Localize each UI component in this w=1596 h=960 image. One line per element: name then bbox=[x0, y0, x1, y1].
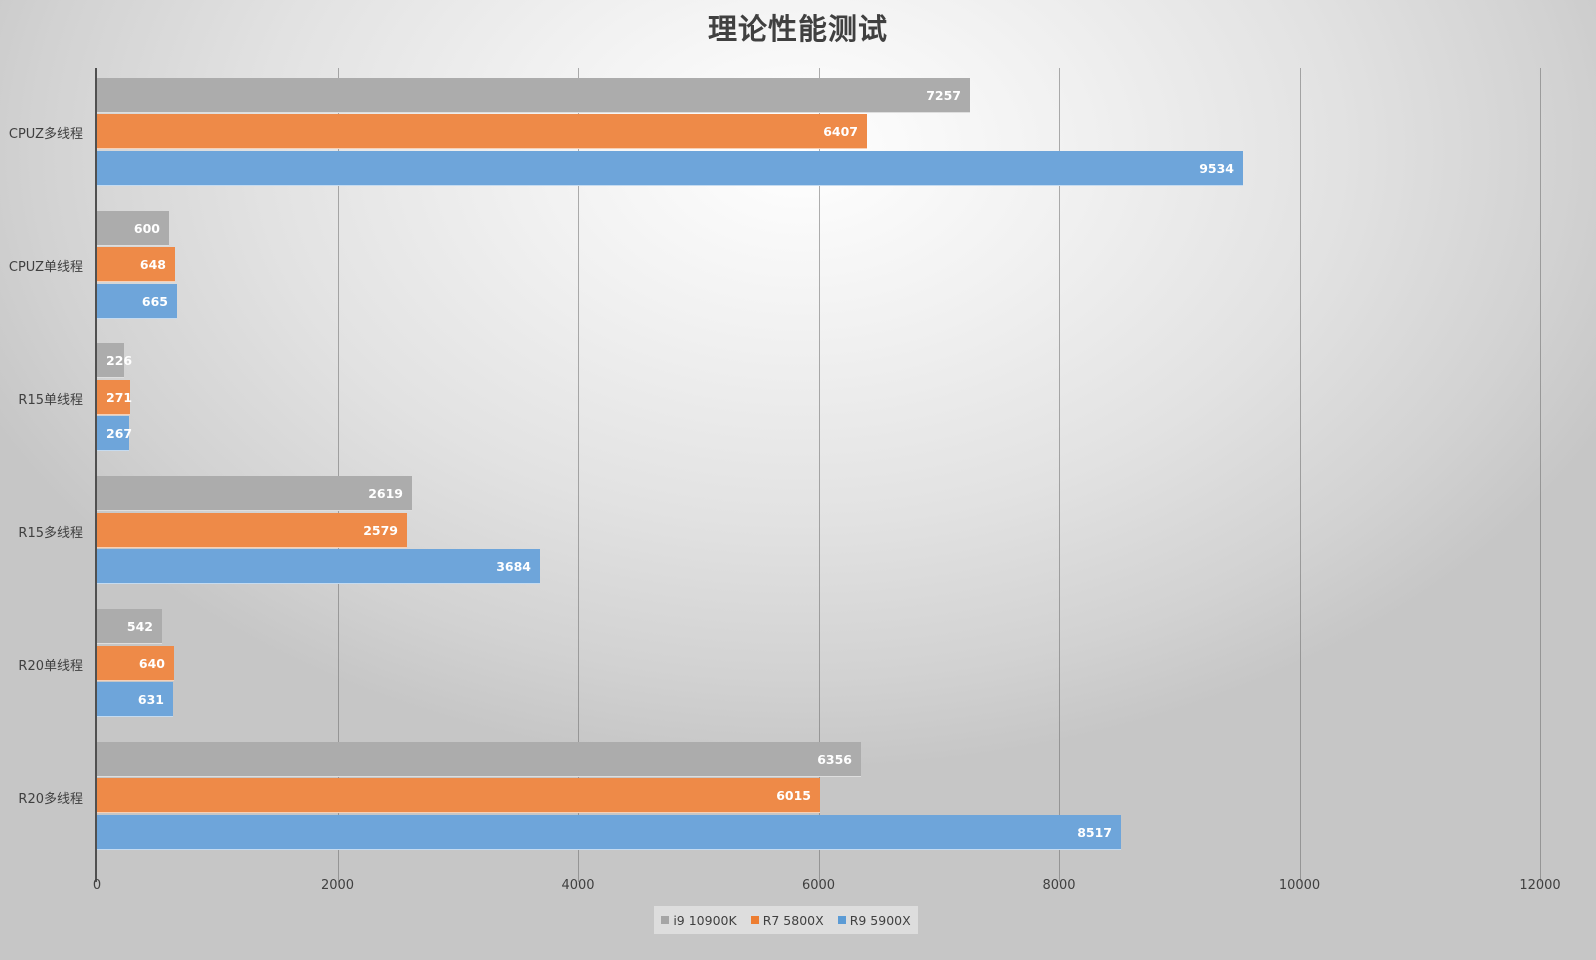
legend-item-r7-5800x: R7 5800X bbox=[750, 912, 824, 928]
bar-i9-10900k: 542 bbox=[97, 609, 162, 644]
bar-r9-5900x: 8517 bbox=[97, 814, 1121, 850]
bar-i9-10900k: 600 bbox=[97, 210, 169, 246]
gridline bbox=[1059, 68, 1060, 882]
bar-r9-5900x: 267 bbox=[97, 416, 133, 452]
tick-label: 6000 bbox=[801, 878, 836, 893]
tick-label: 10000 bbox=[1278, 878, 1321, 893]
legend-label: R9 5900X bbox=[849, 912, 911, 928]
data-label: 665 bbox=[141, 293, 168, 309]
data-label: 640 bbox=[138, 655, 165, 671]
legend-label: R7 5800X bbox=[762, 912, 824, 928]
category-label: R15多线程 bbox=[18, 525, 83, 541]
data-label: 600 bbox=[133, 220, 160, 236]
data-label: 271 bbox=[106, 389, 133, 405]
category-label: CPUZ单线程 bbox=[8, 260, 83, 276]
tick-label: 4000 bbox=[561, 878, 595, 893]
data-label: 631 bbox=[137, 692, 164, 707]
bar-r7-5800x: 640 bbox=[97, 645, 174, 681]
legend-swatch-icon bbox=[750, 916, 759, 924]
bar-r9-5900x: 9534 bbox=[97, 150, 1243, 186]
bar-i9-10900k: 7257 bbox=[97, 77, 970, 113]
category-label: R20多线程 bbox=[18, 791, 83, 807]
data-label: 3684 bbox=[496, 559, 531, 575]
gridline bbox=[338, 68, 339, 882]
category-label: CPUZ多线程 bbox=[8, 127, 83, 143]
bar-r9-5900x: 631 bbox=[97, 682, 173, 717]
gridline bbox=[1300, 68, 1301, 882]
data-label: 267 bbox=[106, 426, 133, 442]
data-label: 2619 bbox=[368, 486, 403, 502]
legend-item-r9-5900x: R9 5900X bbox=[837, 912, 911, 928]
data-label: 9534 bbox=[1199, 160, 1234, 176]
bar-r7-5800x: 648 bbox=[97, 247, 175, 282]
bar-r7-5800x: 6015 bbox=[97, 778, 820, 814]
data-label: 6015 bbox=[776, 788, 811, 804]
gridline bbox=[819, 68, 820, 882]
category-label: R20单线程 bbox=[18, 658, 83, 674]
chart-legend: i9 10900K R7 5800X R9 5900X bbox=[654, 906, 918, 934]
bar-i9-10900k: 226 bbox=[97, 343, 132, 379]
data-label: 226 bbox=[106, 353, 133, 369]
bar-r7-5800x: 6407 bbox=[97, 114, 867, 150]
bar-i9-10900k: 6356 bbox=[97, 741, 861, 777]
data-label: 6407 bbox=[823, 124, 858, 140]
legend-swatch-icon bbox=[661, 916, 670, 924]
data-label: 8517 bbox=[1077, 824, 1112, 840]
legend-label: i9 10900K bbox=[673, 912, 737, 928]
data-label: 2579 bbox=[363, 522, 398, 538]
bar-i9-10900k: 2619 bbox=[97, 476, 412, 512]
bar-r9-5900x: 665 bbox=[97, 283, 177, 319]
plot-area: 7257 6407 9534 600 648 665 226 271 267 2619 2579 36… bbox=[97, 68, 1541, 882]
data-label: 648 bbox=[139, 257, 166, 272]
gridline bbox=[1540, 68, 1541, 882]
data-label: 6356 bbox=[817, 751, 852, 767]
bar-r9-5900x: 3684 bbox=[97, 549, 540, 585]
legend-swatch-icon bbox=[837, 916, 846, 924]
data-label: 542 bbox=[126, 619, 153, 634]
category-label: R15单线程 bbox=[18, 393, 83, 409]
tick-label: 0 bbox=[92, 878, 102, 893]
tick-label: 12000 bbox=[1519, 878, 1561, 893]
tick-label: 2000 bbox=[320, 878, 355, 893]
chart-title: 理论性能测试 bbox=[707, 12, 888, 46]
data-label: 7257 bbox=[926, 87, 961, 103]
bar-r7-5800x: 2579 bbox=[97, 512, 407, 548]
category-axis-line bbox=[95, 68, 97, 882]
legend-item-i9-10900k: i9 10900K bbox=[661, 912, 737, 928]
tick-label: 8000 bbox=[1042, 878, 1076, 893]
gridline bbox=[578, 68, 579, 882]
bar-r7-5800x: 271 bbox=[97, 379, 133, 415]
